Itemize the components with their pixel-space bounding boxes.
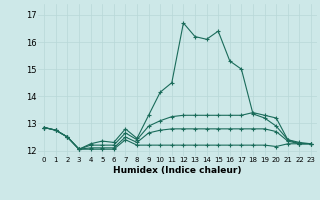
X-axis label: Humidex (Indice chaleur): Humidex (Indice chaleur) — [113, 166, 242, 175]
